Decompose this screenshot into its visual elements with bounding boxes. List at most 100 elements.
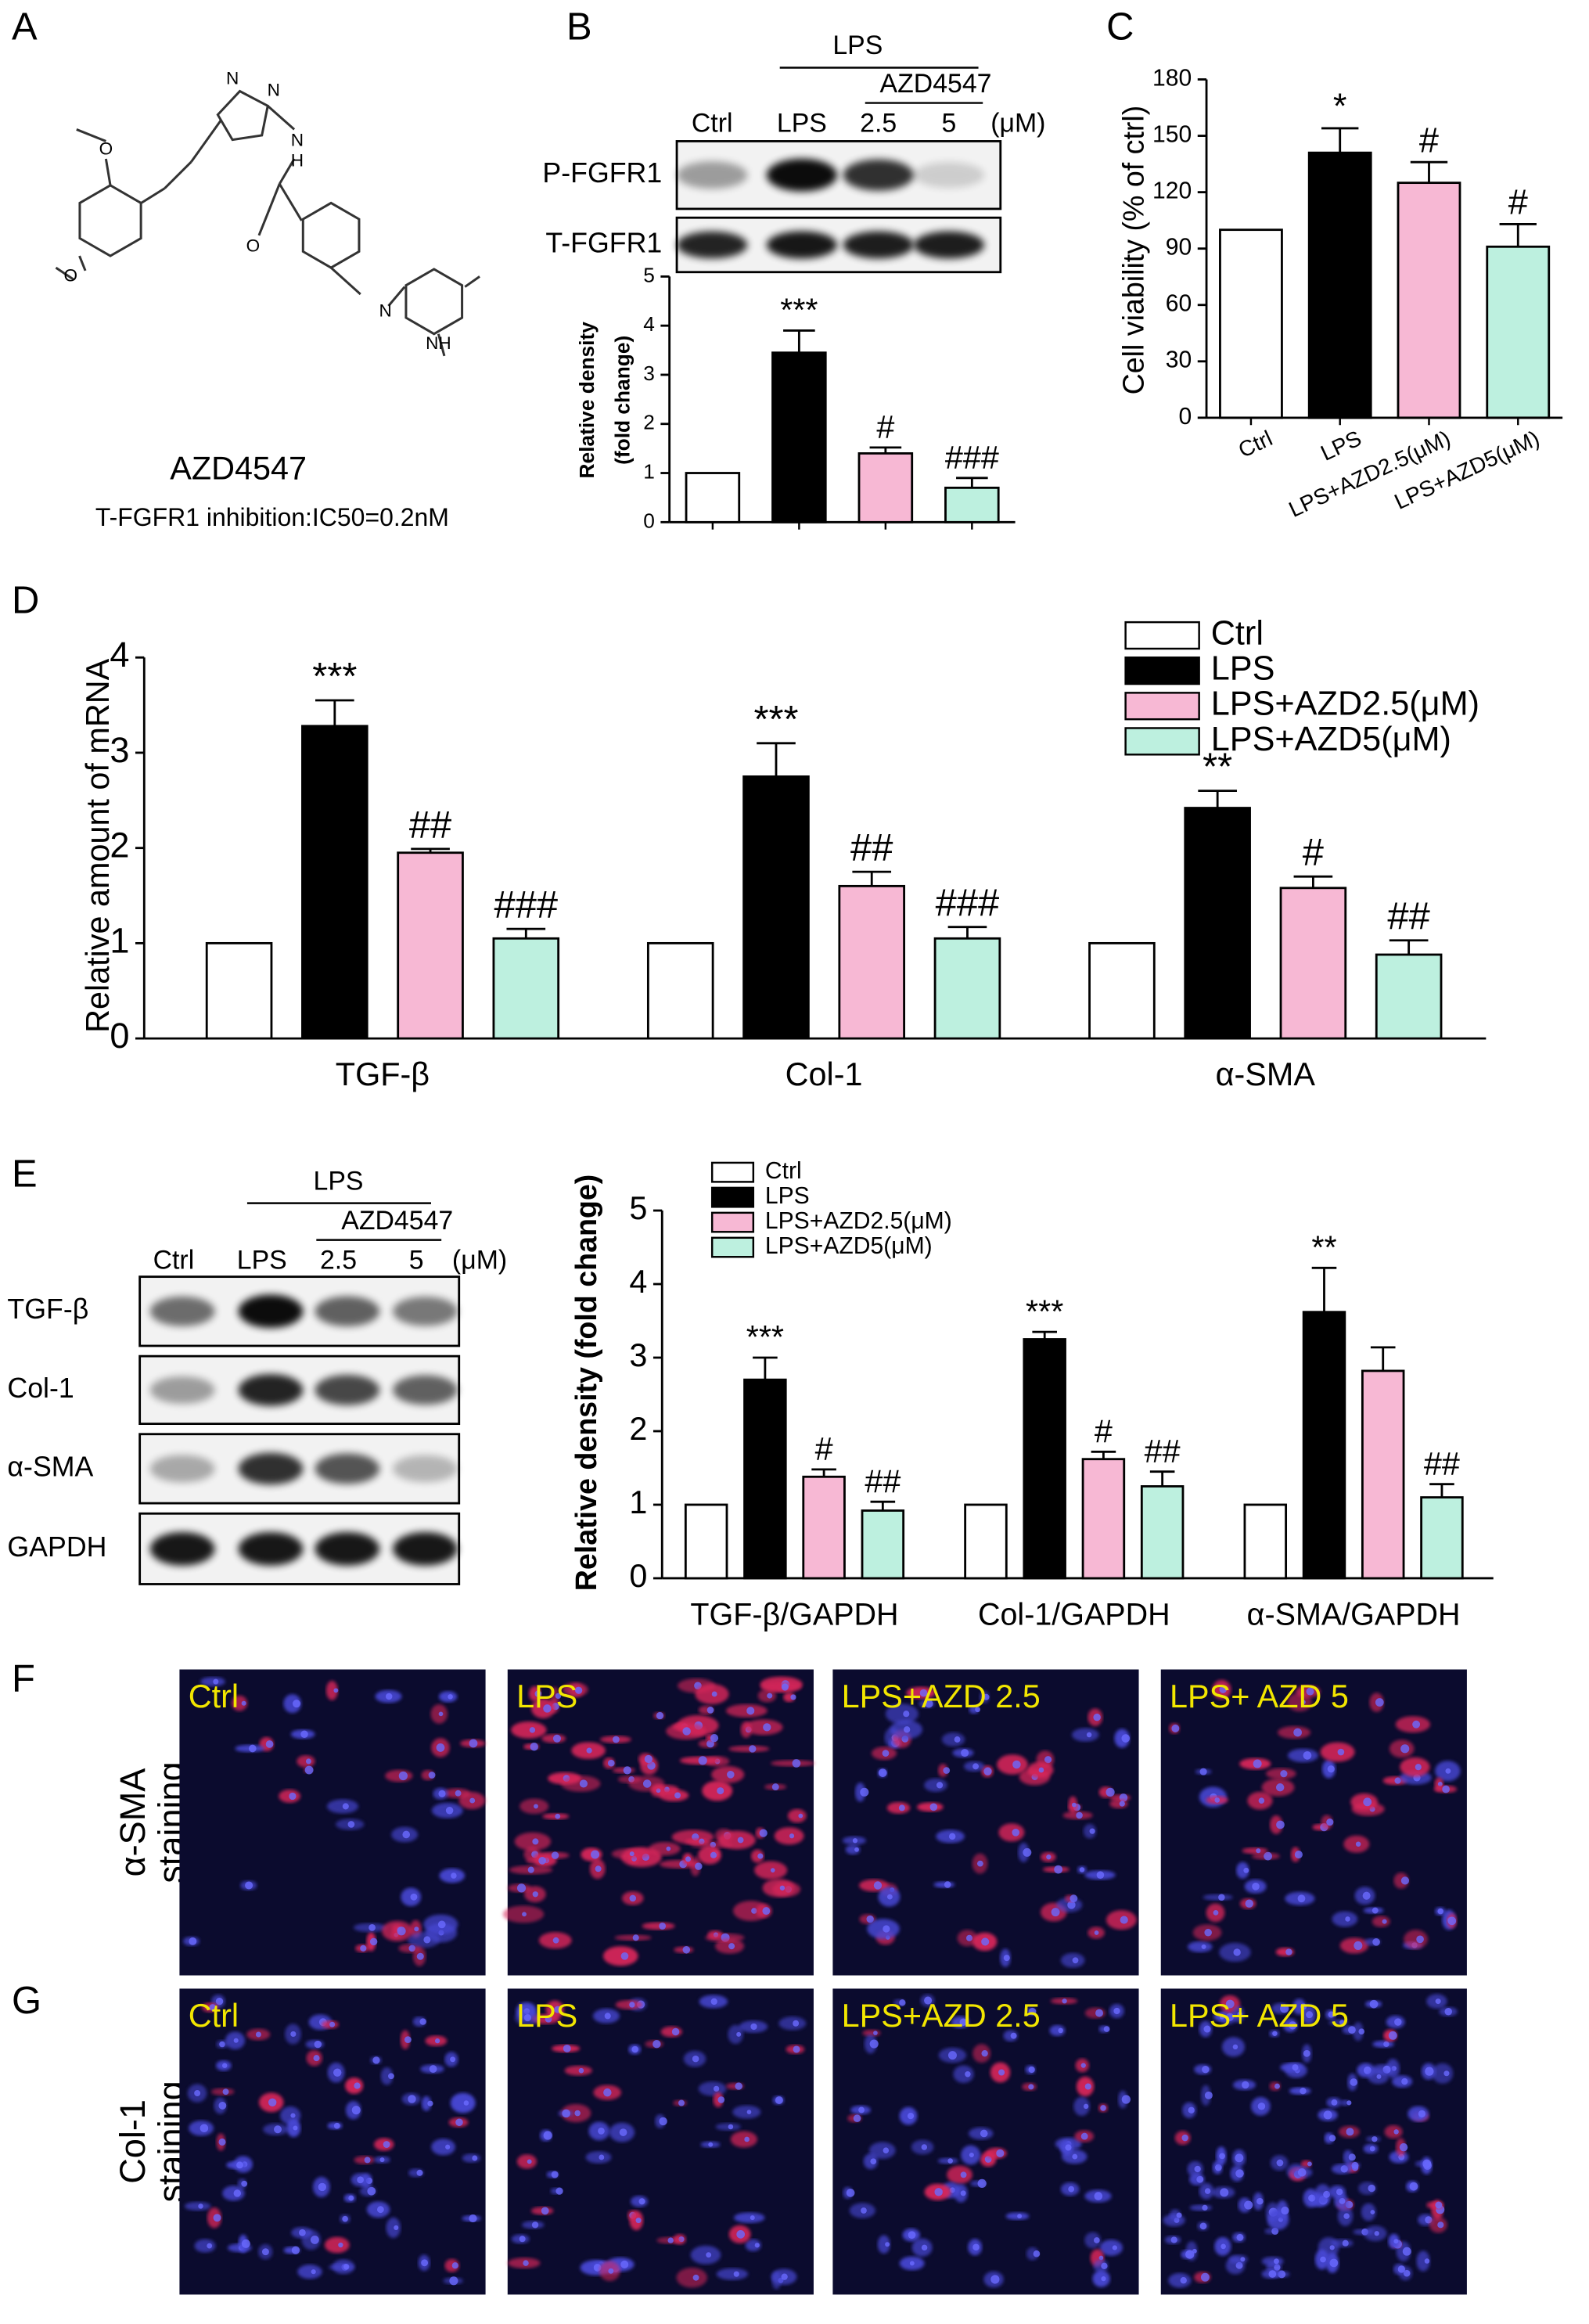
nucleus	[438, 1790, 446, 1797]
band	[393, 1455, 458, 1483]
nucleus	[1237, 2011, 1242, 2017]
nucleus	[599, 2154, 605, 2160]
nucleus	[775, 2096, 783, 2104]
nucleus	[265, 1740, 274, 1748]
nucleus	[1327, 1765, 1335, 1773]
cell	[732, 2105, 761, 2119]
nucleus	[1402, 2247, 1411, 2256]
image-label: LPS	[516, 1998, 577, 2034]
panel-label: B	[566, 6, 592, 49]
ring	[301, 201, 361, 269]
significance-label: ***	[746, 1319, 784, 1355]
nucleus	[1401, 2078, 1408, 2085]
legend-label: LPS	[765, 1183, 810, 1209]
nucleus	[1094, 2192, 1103, 2200]
cell	[1072, 1728, 1099, 1742]
nucleus	[1200, 2272, 1210, 2282]
cell	[730, 2131, 757, 2148]
y-tick-label: 180	[1152, 65, 1192, 91]
nucleus	[1272, 2031, 1278, 2036]
cell	[1280, 2063, 1303, 2073]
nucleus	[1329, 2258, 1339, 2268]
nucleus	[222, 2088, 229, 2096]
cell	[886, 1801, 911, 1814]
atom-label: N	[268, 81, 280, 100]
significance-label: ###	[494, 884, 559, 926]
cell	[933, 1881, 955, 1888]
nucleus	[593, 2264, 602, 2272]
nucleus	[1243, 1867, 1249, 1873]
nucleus	[408, 1944, 416, 1952]
nucleus	[965, 1934, 973, 1941]
cell	[762, 1879, 795, 1898]
legend-swatch	[1124, 692, 1200, 721]
nucleus	[343, 2264, 350, 2270]
y-axis-title: Cell viability (% of ctrl)	[1117, 106, 1150, 395]
nucleus	[438, 1711, 444, 1717]
cell	[787, 1808, 807, 1823]
nucleus	[860, 1787, 869, 1797]
cell	[938, 1764, 948, 1777]
nucleus	[241, 1700, 246, 1706]
legend-label: LPS+AZD5(μM)	[1211, 721, 1451, 758]
nucleus	[866, 1915, 874, 1923]
cell	[324, 2236, 350, 2254]
cell	[924, 1778, 947, 1792]
image-label: LPS+ AZD 5	[1170, 1998, 1349, 2034]
compound-note: T-FGFR1 inhibition:IC50=0.2nM	[95, 503, 449, 531]
nucleus	[1339, 2020, 1345, 2025]
nucleus	[1328, 2011, 1335, 2018]
nucleus	[445, 1807, 454, 1815]
nucleus	[1280, 2004, 1289, 2013]
nucleus	[1308, 2194, 1316, 2202]
bar	[397, 851, 464, 1040]
nucleus	[291, 2246, 300, 2254]
nucleus	[1303, 2049, 1310, 2057]
nucleus	[289, 1792, 297, 1801]
nucleus	[1010, 2032, 1017, 2039]
cell	[1084, 2232, 1101, 2249]
nucleus	[404, 2036, 412, 2044]
cell	[386, 2217, 401, 2238]
cell	[1361, 2203, 1376, 2221]
nucleus	[961, 1749, 969, 1757]
y-tick-label: 1	[629, 1484, 647, 1520]
cell	[1287, 1693, 1312, 1712]
unit-label: (μM)	[990, 109, 1045, 139]
nucleus	[1204, 1928, 1212, 1937]
nucleus	[1067, 1901, 1076, 1909]
y-tick-label: 3	[629, 1337, 647, 1373]
nucleus	[532, 1838, 539, 1845]
cell	[1203, 1894, 1233, 1901]
nucleus	[1219, 2153, 1225, 2160]
nucleus	[1214, 1797, 1221, 1803]
nucleus	[717, 2096, 725, 2103]
nucleus	[947, 2158, 953, 2164]
nucleus	[1437, 1782, 1443, 1786]
nucleus	[746, 2110, 752, 2114]
nucleus	[1062, 1998, 1067, 2004]
nucleus	[552, 1734, 561, 1743]
nucleus	[1121, 1734, 1131, 1743]
nucleus	[1028, 2084, 1034, 2090]
cell	[649, 1842, 681, 1856]
bar	[1088, 941, 1156, 1040]
unit-label: (μM)	[452, 1246, 507, 1275]
nucleus	[692, 2274, 699, 2281]
cell	[998, 1823, 1025, 1842]
nucleus	[759, 1829, 768, 1837]
nucleus	[735, 2082, 742, 2090]
nucleus	[1268, 2270, 1277, 2278]
nucleus	[767, 1693, 773, 1699]
band	[149, 1532, 215, 1566]
nucleus	[1297, 2168, 1307, 2177]
nucleus	[1257, 2102, 1266, 2110]
cell	[885, 1703, 919, 1725]
nucleus	[869, 2039, 879, 2049]
cell	[1404, 1930, 1428, 1949]
nucleus	[1023, 1847, 1032, 1857]
nucleus	[290, 2031, 297, 2038]
nucleus	[1093, 1713, 1101, 1721]
nucleus	[1285, 1948, 1292, 1955]
nucleus	[200, 2124, 209, 2133]
